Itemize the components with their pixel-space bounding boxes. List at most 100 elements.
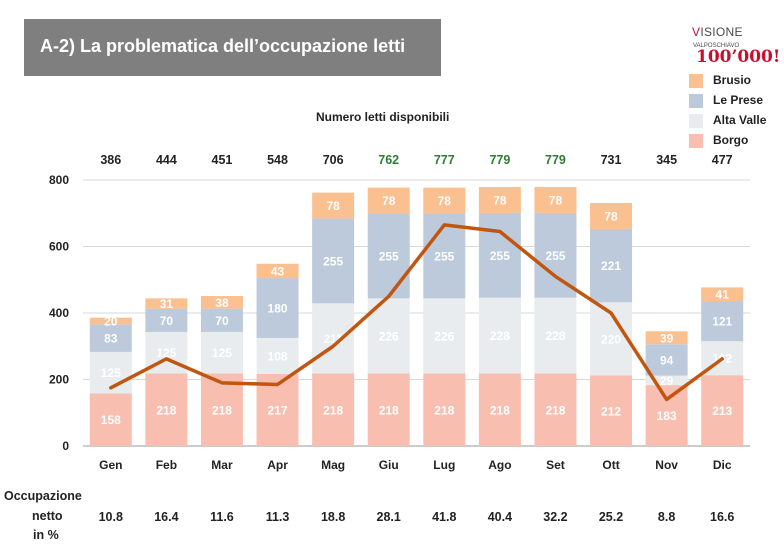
available-beds-value: 345 bbox=[656, 153, 677, 167]
bar-value-label: 29 bbox=[660, 374, 674, 388]
bar-segment-brusio bbox=[645, 331, 688, 345]
bar-value-label: 108 bbox=[268, 349, 288, 363]
bar-value-label: 213 bbox=[712, 404, 732, 418]
bar-value-label: 78 bbox=[438, 194, 452, 208]
bar-value-label: 78 bbox=[382, 194, 396, 208]
y-tick-label: 600 bbox=[49, 240, 69, 254]
occupancy-pct-value: 16.6 bbox=[710, 510, 734, 524]
bar-value-label: 255 bbox=[323, 254, 343, 268]
bar-value-label: 39 bbox=[660, 331, 674, 345]
bar-segment-le-prese bbox=[89, 324, 132, 352]
bar-value-label: 218 bbox=[212, 403, 232, 417]
bar-segment-borgo bbox=[200, 373, 243, 446]
logo-number: 100’000! bbox=[696, 47, 781, 67]
page-title: A-2) La problematica dell’occupazione le… bbox=[40, 36, 406, 56]
legend-label: Brusio bbox=[713, 73, 752, 87]
bar-segment-borgo bbox=[534, 373, 577, 446]
bar-segment-brusio bbox=[534, 186, 577, 213]
x-tick-label: Mar bbox=[211, 458, 233, 472]
bar-segment-borgo bbox=[590, 375, 633, 446]
bar-segment-alta-valle bbox=[423, 298, 466, 374]
occupancy-pct-value: 8.8 bbox=[658, 510, 675, 524]
bar-segment-le-prese bbox=[590, 228, 633, 303]
bar-segment-borgo bbox=[312, 373, 355, 446]
occupancy-pct-value: 32.2 bbox=[543, 510, 567, 524]
bar-value-label: 83 bbox=[104, 332, 118, 346]
bar-value-label: 78 bbox=[549, 193, 563, 207]
logo-brand: VISIONE bbox=[692, 25, 743, 39]
bar-value-label: 218 bbox=[156, 403, 176, 417]
bar-segment-borgo bbox=[645, 385, 688, 446]
bar-value-label: 226 bbox=[379, 329, 399, 343]
legend-label: Borgo bbox=[713, 133, 749, 147]
bar-value-label: 94 bbox=[660, 353, 674, 367]
x-tick-label: Giu bbox=[379, 458, 399, 472]
bar-segment-alta-valle bbox=[200, 331, 243, 374]
occupancy-label-line1: Occupazione bbox=[4, 489, 82, 503]
bar-segment-borgo bbox=[367, 373, 410, 446]
available-beds-value: 762 bbox=[378, 153, 399, 167]
bar-value-label: 255 bbox=[379, 249, 399, 263]
bar-value-label: 121 bbox=[712, 315, 732, 329]
bar-value-label: 221 bbox=[601, 259, 621, 273]
bar-segment-brusio bbox=[256, 263, 299, 279]
available-beds-value: 451 bbox=[212, 153, 233, 167]
bar-value-label: 218 bbox=[490, 403, 510, 417]
occupancy-pct-value: 11.6 bbox=[210, 510, 234, 524]
bar-value-label: 255 bbox=[434, 249, 454, 263]
bar-segment-le-prese bbox=[645, 344, 688, 376]
bar-value-label: 228 bbox=[490, 329, 510, 343]
bar-value-label: 255 bbox=[545, 249, 565, 263]
bar-value-label: 20 bbox=[104, 314, 118, 328]
bar-value-label: 212 bbox=[601, 404, 621, 418]
bar-segment-le-prese bbox=[145, 308, 188, 332]
x-tick-label: Nov bbox=[655, 458, 678, 472]
bar-segment-borgo bbox=[89, 393, 132, 446]
bar-segment-brusio bbox=[590, 202, 633, 229]
bar-segment-le-prese bbox=[256, 278, 299, 338]
occupancy-pct-value: 18.8 bbox=[321, 510, 345, 524]
occupied-beds-line bbox=[109, 223, 724, 402]
bar-value-label: 78 bbox=[326, 199, 340, 213]
bar-value-label: 125 bbox=[101, 366, 121, 380]
y-tick-label: 400 bbox=[49, 306, 69, 320]
x-tick-label: Mag bbox=[321, 458, 345, 472]
bar-segment-alta-valle bbox=[478, 297, 521, 374]
bar-value-label: 218 bbox=[379, 403, 399, 417]
bar-value-label: 38 bbox=[215, 296, 229, 310]
bar-segment-le-prese bbox=[312, 218, 355, 304]
x-tick-label: Feb bbox=[156, 458, 177, 472]
bar-value-label: 218 bbox=[323, 403, 343, 417]
available-beds-value: 386 bbox=[100, 153, 121, 167]
logo-subtitle: VALPOSCHIAVO bbox=[693, 43, 740, 49]
x-tick-label: Dic bbox=[713, 458, 732, 472]
x-tick-label: Set bbox=[546, 458, 565, 472]
bar-value-label: 180 bbox=[268, 302, 288, 316]
occupancy-label-line2: netto bbox=[32, 509, 63, 523]
available-beds-value: 548 bbox=[267, 153, 288, 167]
legend-swatch bbox=[689, 114, 703, 128]
bar-segment-alta-valle bbox=[256, 337, 299, 374]
bar-segment-borgo bbox=[145, 373, 188, 446]
bar-segment-brusio bbox=[367, 187, 410, 214]
bar-value-label: 217 bbox=[268, 403, 288, 417]
visione-logo: VISIONE VALPOSCHIAVO 100’000! bbox=[692, 25, 782, 70]
legend-swatch bbox=[689, 74, 703, 88]
available-beds-value: 477 bbox=[712, 153, 733, 167]
occupancy-pct-value: 10.8 bbox=[99, 510, 123, 524]
bar-segment-brusio bbox=[145, 298, 188, 309]
bar-value-label: 70 bbox=[215, 314, 229, 328]
bar-segment-alta-valle bbox=[534, 297, 577, 374]
bar-segment-borgo bbox=[701, 375, 744, 446]
bar-value-label: 220 bbox=[601, 332, 621, 346]
occupancy-pct-value: 41.8 bbox=[432, 510, 456, 524]
bar-segment-le-prese bbox=[367, 213, 410, 299]
bar-value-label: 125 bbox=[156, 346, 176, 360]
bar-segment-borgo bbox=[423, 373, 466, 446]
bar-segment-alta-valle bbox=[312, 303, 355, 374]
bar-segment-brusio bbox=[200, 296, 243, 309]
occupancy-label-line3: in % bbox=[33, 528, 59, 542]
legend-swatch bbox=[689, 94, 703, 108]
bar-value-label: 255 bbox=[490, 249, 510, 263]
title-box: A-2) La problematica dell’occupazione le… bbox=[24, 19, 441, 76]
